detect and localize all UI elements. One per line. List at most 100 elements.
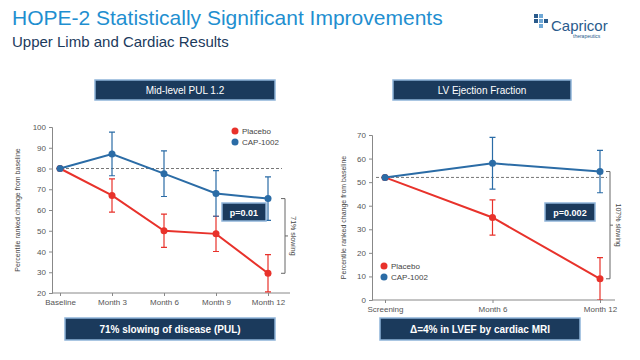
error-bar <box>213 171 219 217</box>
data-point <box>213 190 220 197</box>
chart: Mid-level PUL 1.271% slowing of disease … <box>14 80 297 340</box>
error-bar <box>161 214 167 247</box>
y-tick-label: 70 <box>357 131 366 140</box>
x-tick-mark <box>385 300 386 303</box>
y-tick-mark <box>369 229 372 230</box>
x-tick: Month 9 <box>202 293 231 307</box>
legend-label: Placebo <box>391 262 420 271</box>
logo-square <box>539 14 543 18</box>
x-tick-mark <box>164 293 165 296</box>
y-tick: 70 <box>37 185 52 194</box>
p-value-text: p=0.002 <box>553 208 586 218</box>
footer-box <box>380 318 580 340</box>
y-tick-label: 70 <box>37 185 46 194</box>
y-tick-mark <box>369 300 372 301</box>
x-tick: Month 6 <box>150 293 179 307</box>
chart: LV Ejection Fraction Δ=4% in LVEF by card… <box>340 80 622 340</box>
y-axis: 2030405060708090100 <box>33 123 53 298</box>
error-bar <box>490 200 496 235</box>
x-tick: Screening <box>367 300 403 314</box>
logo-square <box>534 14 538 18</box>
x-axis: Screening Month 6 Month 12 <box>367 300 617 314</box>
y-tick-label: 60 <box>357 155 366 164</box>
logo-square <box>539 19 543 23</box>
x-tick-mark <box>112 293 113 296</box>
y-tick-mark <box>49 127 52 128</box>
data-point <box>489 160 496 167</box>
y-tick-mark <box>369 135 372 136</box>
y-tick-mark <box>369 159 372 160</box>
y-tick-mark <box>49 293 52 294</box>
data-point <box>109 192 116 199</box>
x-tick-label: Month 9 <box>202 298 231 307</box>
data-point <box>597 168 604 175</box>
logo-square <box>539 24 543 28</box>
reference-line <box>376 177 607 178</box>
y-tick: 60 <box>357 155 372 164</box>
x-tick-mark <box>600 300 601 303</box>
y-tick-label: 60 <box>37 206 46 215</box>
legend-marker <box>381 263 388 270</box>
footer-text: Δ=4% in LVEF by cardiac MRI <box>410 324 550 335</box>
y-tick-label: 0 <box>362 296 367 305</box>
legend-label: CAP-1002 <box>242 138 279 147</box>
y-tick-label: 100 <box>33 123 47 132</box>
slide-title: HOPE-2 Statistically Significant Improve… <box>12 6 443 29</box>
y-axis-title: Percentile ranked change from baseline <box>14 148 22 271</box>
x-tick-mark <box>60 293 61 296</box>
y-tick: 40 <box>37 248 52 257</box>
x-tick: Month 6 <box>479 300 508 314</box>
error-bar <box>490 137 496 189</box>
logo-tagline: therapeutics <box>573 33 601 39</box>
chart-title-box <box>393 80 571 100</box>
x-tick-label: Month 12 <box>584 305 618 314</box>
y-tick-mark <box>49 169 52 170</box>
bracket <box>281 199 288 274</box>
bracket-label: 71% slowing <box>289 216 297 255</box>
bracket-label: 107% slowing <box>614 204 622 247</box>
chart-title: LV Ejection Fraction <box>438 85 527 96</box>
data-point <box>161 170 168 177</box>
data-point <box>382 174 389 181</box>
y-tick-label: 40 <box>357 202 366 211</box>
data-point <box>161 227 168 234</box>
data-point <box>57 165 64 172</box>
legend: Placebo CAP-1002 <box>232 127 280 147</box>
y-axis-line <box>369 136 373 301</box>
y-tick: 90 <box>37 144 52 153</box>
error-bar <box>597 150 603 192</box>
y-tick-label: 30 <box>357 225 366 234</box>
error-bar <box>109 132 115 176</box>
x-tick-label: Month 6 <box>479 305 508 314</box>
data-point <box>109 150 116 157</box>
x-tick-mark <box>268 293 269 296</box>
plot-area <box>376 137 607 300</box>
data-point <box>57 165 64 172</box>
x-tick: Month 12 <box>584 300 618 314</box>
y-tick: 50 <box>37 227 52 236</box>
legend-label: Placebo <box>242 127 271 136</box>
x-tick-label: Month 12 <box>252 298 286 307</box>
logo-square <box>544 19 548 23</box>
legend-marker <box>232 139 239 146</box>
error-bar <box>265 255 271 292</box>
x-axis: BaselineMonth 3Month 6Month 9Month 12 <box>45 293 290 307</box>
y-tick-mark <box>49 189 52 190</box>
logo-text: Capricor <box>551 17 608 34</box>
data-point <box>489 214 496 221</box>
chart-title-box <box>95 80 275 100</box>
x-tick-label: Screening <box>367 305 403 314</box>
y-tick-mark <box>369 253 372 254</box>
y-tick: 40 <box>357 202 372 211</box>
footer-text: 71% slowing of disease (PUL) <box>99 324 240 335</box>
y-tick: 20 <box>357 249 372 258</box>
slide-subtitle: Upper Limb and Cardiac Results <box>12 33 229 50</box>
y-tick-mark <box>49 148 52 149</box>
y-tick: 80 <box>37 165 52 174</box>
y-tick: 100 <box>33 123 52 132</box>
legend-label: CAP-1002 <box>391 273 428 282</box>
y-tick-label: 50 <box>37 227 46 236</box>
x-tick-label: Baseline <box>45 298 76 307</box>
legend: Placebo CAP-1002 <box>381 262 429 282</box>
data-point <box>265 270 272 277</box>
